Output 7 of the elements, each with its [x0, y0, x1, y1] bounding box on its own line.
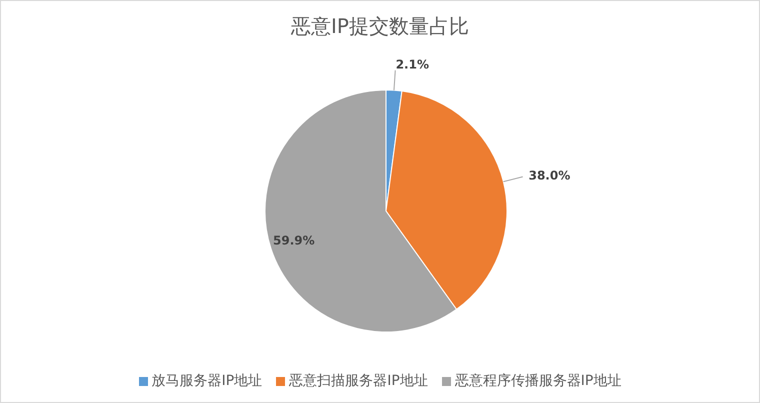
legend-label: 恶意扫描服务器IP地址	[288, 372, 428, 390]
data-label: 38.0%	[528, 168, 570, 182]
data-label: 2.1%	[396, 57, 429, 72]
chart-title: 恶意IP提交数量占比	[290, 13, 470, 40]
legend-label: 恶意程序传播服务器IP地址	[454, 372, 622, 390]
data-label: 59.9%	[273, 234, 315, 248]
legend-label: 放马服务器IP地址	[150, 372, 262, 390]
